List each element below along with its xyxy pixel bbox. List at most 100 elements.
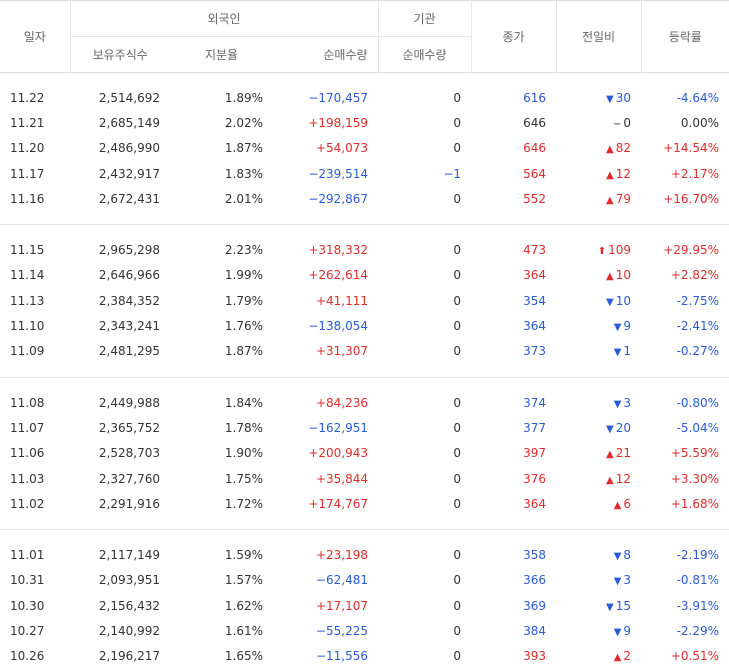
table-row: 10.31 2,093,951 1.57% −62,481 0 366 ▼ 3 -0.81% (0, 568, 729, 593)
holdings-cell: 2,384,352 (98, 293, 160, 308)
net-foreign-cell: +318,332 (308, 243, 369, 258)
rate-cell: 0.00% (680, 115, 720, 130)
close-cell: 364 (523, 496, 547, 511)
net-foreign-cell: −138,054 (308, 319, 369, 334)
group-divider (0, 363, 729, 378)
rate-cell: -0.81% (676, 573, 720, 588)
net-foreign-cell: −170,457 (308, 90, 369, 105)
change-value: 12 (615, 471, 632, 486)
up-arrow-icon: ▲ (606, 271, 614, 283)
rate-cell: +3.30% (670, 471, 720, 486)
table-row: 11.13 2,384,352 1.79% +41,111 0 354 ▼ 10 -2.75% (0, 288, 729, 313)
close-cell: 373 (523, 344, 547, 359)
table-row: 11.03 2,327,760 1.75% +35,844 0 376 ▲ 12 +3.30% (0, 466, 729, 491)
net-foreign-cell: −162,951 (308, 420, 369, 435)
close-cell: 374 (523, 395, 547, 410)
net-foreign-cell: −239,514 (308, 166, 369, 181)
up-arrow-icon: ▲ (606, 449, 614, 461)
change-cell: ▲ 10 (556, 263, 641, 288)
net-institution-cell: 0 (453, 293, 462, 308)
change-value: 9 (623, 623, 632, 638)
date-cell: 10.27 (10, 623, 45, 638)
change-cell: ⬆ 109 (556, 237, 641, 262)
close-cell: 376 (523, 471, 547, 486)
change-value: 79 (615, 191, 632, 206)
header-date: 일자 (23, 30, 46, 44)
holdings-cell: 2,528,703 (98, 446, 160, 461)
ratio-cell: 1.59% (224, 548, 263, 563)
rate-cell: +0.51% (670, 649, 720, 664)
net-institution-cell: 0 (453, 115, 462, 130)
change-value: 1 (623, 344, 632, 359)
net-institution-cell: 0 (453, 598, 462, 613)
ratio-cell: 1.78% (224, 420, 263, 435)
date-cell: 11.15 (10, 243, 45, 258)
header-net-institution: 순매수량 (377, 36, 472, 73)
rate-cell: -5.04% (676, 420, 720, 435)
ratio-cell: 1.83% (224, 166, 263, 181)
change-cell: ▲ 12 (556, 161, 641, 186)
ratio-cell: 2.02% (224, 115, 263, 130)
close-cell: 646 (523, 141, 547, 156)
net-foreign-cell: −62,481 (315, 573, 369, 588)
ratio-cell: 1.72% (224, 496, 263, 511)
spacer-row (0, 225, 729, 238)
close-cell: 354 (523, 293, 547, 308)
net-institution-cell: 0 (453, 573, 462, 588)
ratio-cell: 1.87% (224, 344, 263, 359)
net-institution-cell: 0 (453, 446, 462, 461)
net-institution-cell: 0 (453, 420, 462, 435)
net-foreign-cell: −55,225 (315, 623, 369, 638)
close-cell: 473 (523, 243, 547, 258)
change-value: 21 (615, 446, 632, 461)
change-cell: ▼ 8 (556, 542, 641, 567)
rate-cell: +2.82% (670, 268, 720, 283)
change-cell: ▼ 30 (556, 85, 641, 110)
close-cell: 646 (523, 115, 547, 130)
close-cell: 397 (523, 446, 547, 461)
holdings-cell: 2,327,760 (98, 471, 160, 486)
date-cell: 11.03 (10, 471, 45, 486)
table-row: 11.21 2,685,149 2.02% +198,159 0 646−0 0.00% (0, 110, 729, 135)
change-value: 0 (623, 115, 632, 130)
header-close: 종가 (470, 0, 557, 73)
up-arrow-icon: ▲ (606, 144, 614, 156)
up-arrow-icon: ▲ (613, 652, 622, 664)
ratio-cell: 1.75% (224, 471, 263, 486)
date-cell: 11.01 (10, 548, 45, 563)
rate-cell: -2.41% (676, 319, 720, 334)
date-cell: 11.14 (10, 268, 45, 283)
change-cell: ▲ 2 (556, 644, 641, 669)
holdings-cell: 2,685,149 (98, 115, 160, 130)
up-arrow-icon: ▲ (606, 194, 614, 206)
change-value: 10 (615, 268, 632, 283)
net-institution-cell: 0 (453, 649, 462, 664)
rate-cell: -2.75% (676, 293, 720, 308)
holdings-cell: 2,965,298 (98, 243, 160, 258)
net-foreign-cell: +174,767 (308, 496, 369, 511)
date-cell: 11.09 (10, 344, 45, 359)
net-foreign-cell: +31,307 (315, 344, 369, 359)
rate-cell: +1.68% (670, 496, 720, 511)
net-institution-cell: 0 (453, 243, 462, 258)
net-foreign-cell: +17,107 (315, 598, 369, 613)
ratio-cell: 1.62% (224, 598, 263, 613)
table-row: 11.20 2,486,990 1.87% +54,073 0 646 ▲ 82 +14.54% (0, 136, 729, 161)
change-cell: ▲ 6 (556, 491, 641, 516)
net-foreign-cell: +198,159 (308, 115, 369, 130)
ratio-cell: 1.90% (224, 446, 263, 461)
header-holdings: 보유주식수 (69, 36, 170, 73)
holdings-cell: 2,156,432 (98, 598, 160, 613)
rate-cell: -0.27% (676, 344, 720, 359)
up-arrow-icon: ▲ (613, 499, 622, 511)
change-value: 109 (608, 243, 632, 258)
ratio-cell: 2.01% (224, 191, 263, 206)
date-cell: 11.08 (10, 395, 45, 410)
net-institution-cell: 0 (453, 141, 462, 156)
header-change: 전일비 (555, 0, 642, 73)
table-row: 11.22 2,514,692 1.89% −170,457 0 616 ▼ 30 -4.64% (0, 85, 729, 110)
date-cell: 11.16 (10, 191, 45, 206)
rate-cell: -2.19% (676, 548, 720, 563)
rate-cell: +5.59% (670, 446, 720, 461)
